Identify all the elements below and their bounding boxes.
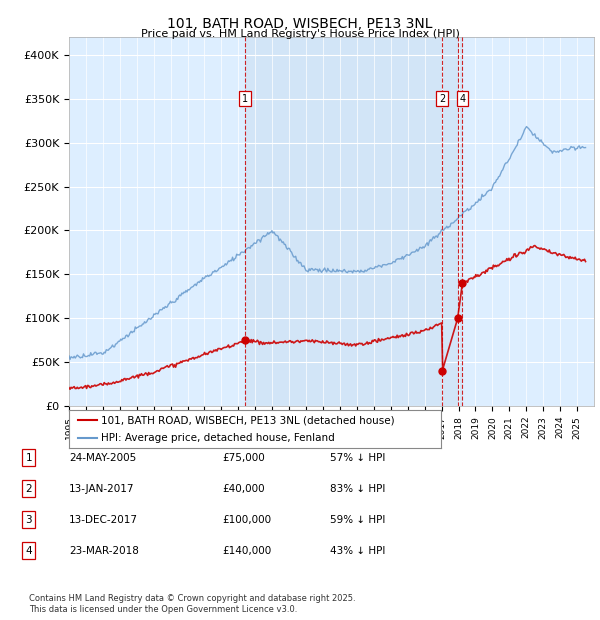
Text: 2: 2 <box>439 94 445 104</box>
Text: 13-JAN-2017: 13-JAN-2017 <box>69 484 134 494</box>
Text: £40,000: £40,000 <box>222 484 265 494</box>
Text: 1: 1 <box>25 453 32 463</box>
Text: £140,000: £140,000 <box>222 546 271 556</box>
Text: 13-DEC-2017: 13-DEC-2017 <box>69 515 138 525</box>
Text: 1: 1 <box>242 94 248 104</box>
Text: £100,000: £100,000 <box>222 515 271 525</box>
Text: 24-MAY-2005: 24-MAY-2005 <box>69 453 136 463</box>
Text: 43% ↓ HPI: 43% ↓ HPI <box>330 546 385 556</box>
Text: Contains HM Land Registry data © Crown copyright and database right 2025.
This d: Contains HM Land Registry data © Crown c… <box>29 595 355 614</box>
Text: 23-MAR-2018: 23-MAR-2018 <box>69 546 139 556</box>
Text: 83% ↓ HPI: 83% ↓ HPI <box>330 484 385 494</box>
Text: 101, BATH ROAD, WISBECH, PE13 3NL: 101, BATH ROAD, WISBECH, PE13 3NL <box>167 17 433 32</box>
Text: 4: 4 <box>460 94 466 104</box>
Text: 57% ↓ HPI: 57% ↓ HPI <box>330 453 385 463</box>
Text: £75,000: £75,000 <box>222 453 265 463</box>
Text: 4: 4 <box>25 546 32 556</box>
Text: HPI: Average price, detached house, Fenland: HPI: Average price, detached house, Fenl… <box>101 433 334 443</box>
Text: 3: 3 <box>25 515 32 525</box>
Text: Price paid vs. HM Land Registry's House Price Index (HPI): Price paid vs. HM Land Registry's House … <box>140 29 460 38</box>
Text: 59% ↓ HPI: 59% ↓ HPI <box>330 515 385 525</box>
Bar <box>245 37 463 406</box>
Text: 101, BATH ROAD, WISBECH, PE13 3NL (detached house): 101, BATH ROAD, WISBECH, PE13 3NL (detac… <box>101 415 394 425</box>
Text: 2: 2 <box>25 484 32 494</box>
